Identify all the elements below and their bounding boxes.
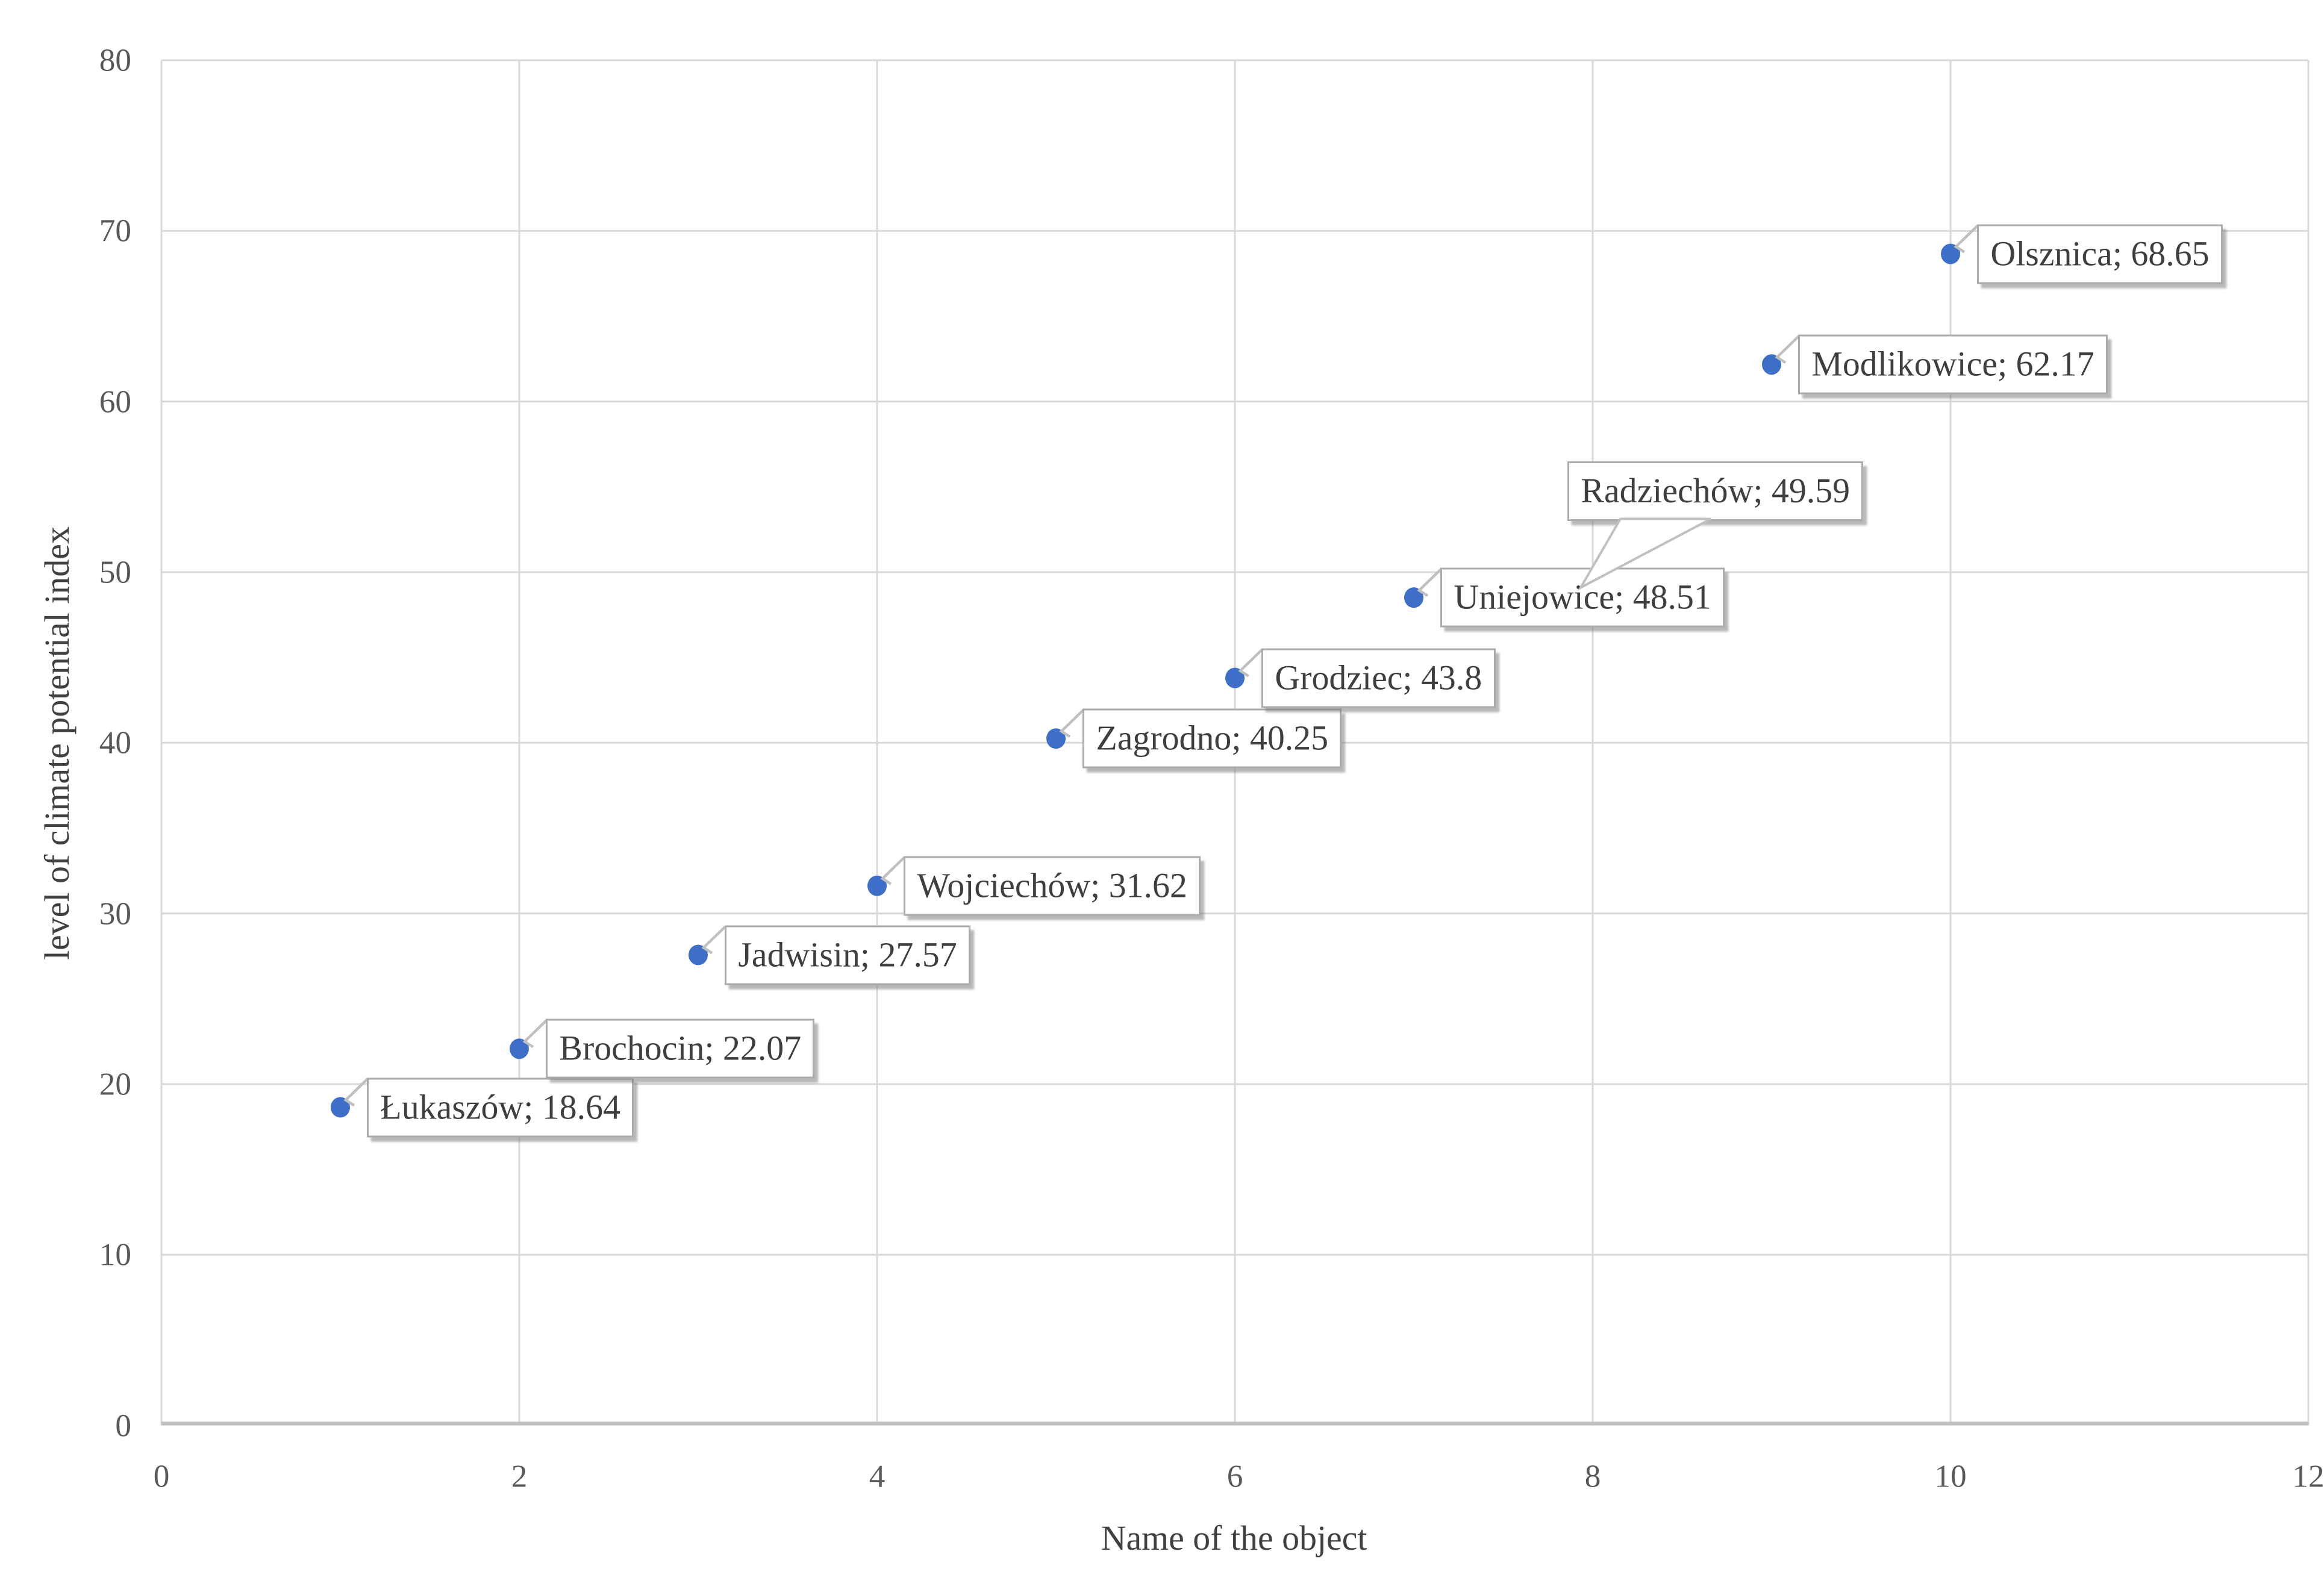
x-tick-8: 8	[1584, 1458, 1601, 1494]
y-tick-80: 80	[99, 42, 131, 78]
callout-wedge-radziechow	[1577, 517, 1712, 591]
x-tick-6: 6	[1226, 1458, 1243, 1494]
marker-grodziec	[1225, 667, 1245, 688]
leader-lukaszow	[343, 1078, 369, 1107]
marker-wojciechow	[867, 875, 887, 896]
y-tick-0: 0	[115, 1407, 131, 1443]
y-tick-30: 30	[99, 895, 131, 931]
data-label-lukaszow: Łukaszów; 18.64	[367, 1078, 634, 1138]
data-label-uniejowice: Uniejowice; 48.51	[1440, 567, 1725, 628]
marker-lukaszow	[331, 1097, 351, 1118]
x-axis-title: Name of the object	[1101, 1518, 1367, 1558]
leader-jadwisin	[701, 925, 726, 955]
x-tick-4: 4	[869, 1458, 886, 1494]
leader-brochocin	[522, 1019, 548, 1049]
data-label-jadwisin: Jadwisin; 27.57	[725, 925, 970, 985]
leader-grodziec	[1238, 649, 1263, 678]
data-label-radziechow: Radziechów; 49.59	[1567, 461, 1864, 521]
plot-area: Łukaszów; 18.64 Brochocin; 22.07 Jadwisin;…	[160, 59, 2310, 1426]
y-tick-20: 20	[99, 1066, 131, 1102]
leader-uniejowice	[1417, 568, 1442, 597]
chart-base-layer	[160, 59, 2310, 1426]
marker-modlikowice	[1762, 354, 1782, 375]
marker-zagrodno	[1046, 728, 1066, 749]
data-label-grodziec: Grodziec; 43.8	[1261, 648, 1496, 708]
x-tick-0: 0	[153, 1458, 170, 1494]
x-tick-2: 2	[511, 1458, 528, 1494]
leader-zagrodno	[1059, 709, 1084, 738]
x-tick-12: 12	[2292, 1458, 2324, 1494]
data-labels-layer: Łukaszów; 18.64 Brochocin; 22.07 Jadwisin;…	[161, 60, 2308, 1426]
marker-brochocin	[510, 1038, 529, 1059]
y-tick-40: 40	[99, 725, 131, 761]
data-label-modlikowice: Modlikowice; 62.17	[1798, 334, 2108, 395]
leader-modlikowice	[1775, 335, 1800, 364]
callout-wedge-layer	[1577, 517, 1712, 591]
y-tick-70: 70	[99, 213, 131, 249]
leader-olsznica	[1954, 225, 1979, 254]
data-label-wojciechow: Wojciechów; 31.62	[904, 856, 1201, 916]
data-label-zagrodno: Zagrodno; 40.25	[1082, 708, 1342, 769]
marker-jadwisin	[689, 944, 708, 965]
leader-wojciechow	[880, 856, 905, 885]
y-tick-60: 60	[99, 384, 131, 420]
y-tick-10: 10	[99, 1237, 131, 1273]
marker-olsznica	[1941, 243, 1961, 264]
marker-uniejowice	[1404, 587, 1424, 608]
data-label-brochocin: Brochocin; 22.07	[546, 1018, 815, 1079]
data-label-olsznica: Olsznica; 68.65	[1977, 224, 2223, 284]
x-tick-10: 10	[1934, 1458, 1967, 1494]
y-tick-50: 50	[99, 554, 131, 590]
